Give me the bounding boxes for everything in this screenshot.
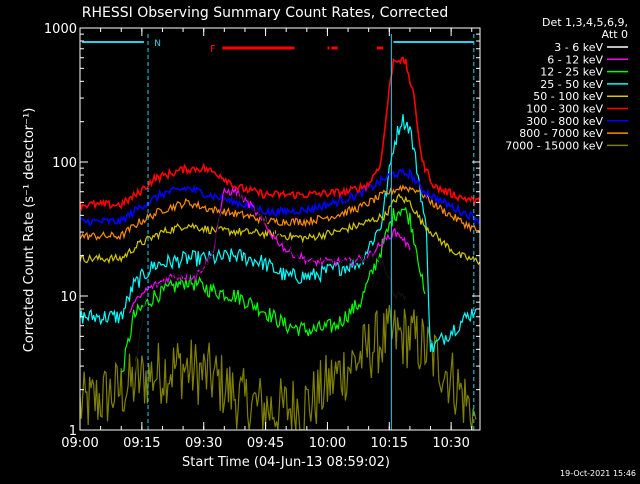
chart-title: RHESSI Observing Summary Count Rates, Co…	[82, 5, 448, 21]
y-tick-label: 1000	[44, 22, 77, 37]
legend-label: 800 - 7000 keV	[519, 127, 603, 140]
x-tick-label: 10:30	[432, 436, 469, 451]
legend-label: 100 - 300 keV	[526, 103, 603, 116]
x-tick-label: 09:45	[247, 436, 284, 451]
legend-label: 12 - 25 keV	[540, 66, 603, 79]
legend-label: 25 - 50 keV	[540, 78, 603, 91]
x-tick-label: 10:00	[309, 436, 346, 451]
legend-header-line-2: Att 0	[602, 28, 628, 41]
x-axis-label: Start Time (04-Jun-13 08:59:02)	[182, 455, 390, 470]
chart-svg: RHESSI Observing Summary Count Rates, Co…	[0, 0, 640, 480]
y-axis-label: Corrected Count Rate (s⁻¹ detector⁻¹)	[22, 108, 37, 353]
legend-label: 300 - 800 keV	[526, 115, 603, 128]
chart-root: RHESSI Observing Summary Count Rates, Co…	[0, 0, 640, 480]
legend-label: 50 - 100 keV	[533, 90, 603, 103]
timestamp-label: 19-Oct-2021 15:46	[560, 469, 636, 478]
y-tick-label: 10	[60, 290, 77, 305]
night-label: N	[154, 39, 161, 49]
x-tick-label: 09:15	[123, 436, 160, 451]
legend-label: 7000 - 15000 keV	[505, 139, 603, 152]
x-tick-label: 10:15	[371, 436, 408, 451]
legend-label: 6 - 12 keV	[547, 53, 603, 66]
legend-label: 3 - 6 keV	[554, 41, 603, 54]
y-tick-label: 100	[52, 156, 77, 171]
x-tick-label: 09:00	[61, 436, 98, 451]
flare-label: F	[210, 44, 216, 55]
x-tick-label: 09:30	[185, 436, 222, 451]
